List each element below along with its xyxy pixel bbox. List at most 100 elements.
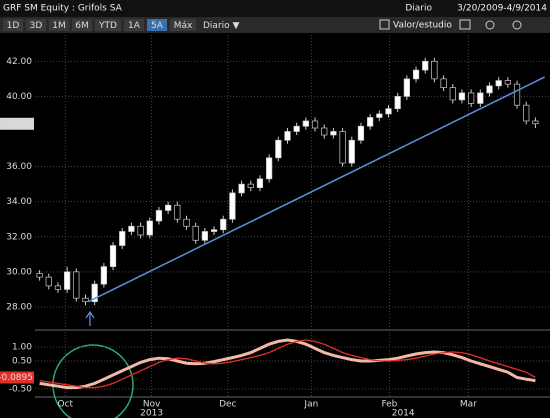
candle-body	[247, 183, 254, 188]
frequency: Diario	[405, 4, 432, 14]
candle-body	[385, 108, 392, 115]
period-select[interactable]: Diario ▼	[203, 21, 240, 31]
candle-body	[36, 273, 43, 278]
range-button-label[interactable]: YTD	[98, 21, 117, 31]
x-tick-label: Mar	[460, 400, 477, 410]
year-label: 2013	[140, 409, 163, 418]
candle-body	[321, 127, 328, 136]
candle-body	[477, 92, 484, 104]
candle-body	[302, 120, 309, 127]
candle-body	[201, 231, 208, 241]
candle-body	[238, 183, 245, 194]
candle-body	[155, 210, 163, 222]
x-tick-label: Feb	[381, 400, 397, 410]
range-button[interactable]	[170, 19, 196, 31]
range-button[interactable]	[49, 19, 69, 31]
candle-body	[293, 125, 300, 132]
candle-body	[449, 87, 456, 101]
last-price-box	[0, 117, 34, 130]
candle-body	[330, 131, 337, 136]
candle-body	[440, 78, 447, 88]
range-button[interactable]	[147, 19, 167, 31]
trend-line	[87, 76, 545, 303]
range-button-label[interactable]: 3D	[30, 21, 43, 31]
candle-body	[192, 225, 199, 241]
range-button[interactable]	[26, 19, 46, 31]
candle-body	[504, 80, 511, 85]
pointer-arrow	[85, 310, 95, 326]
candle-body	[275, 139, 282, 159]
study[interactable]: Valor/estudio	[393, 21, 452, 31]
edit-icon[interactable]	[459, 19, 471, 30]
indicator-line	[39, 339, 536, 389]
security: GRF SM Equity : Grifols SA	[3, 4, 123, 14]
year-label: 2014	[392, 409, 415, 418]
candle-body	[54, 285, 62, 290]
candle-body	[109, 245, 117, 267]
range-button[interactable]	[3, 19, 23, 31]
range-button-label[interactable]: 1A	[128, 21, 141, 31]
candle-body	[412, 69, 420, 80]
candle-body	[403, 78, 410, 97]
y-tick-label: 34.00	[6, 197, 32, 207]
candle-body	[376, 113, 383, 118]
candle-body	[229, 192, 236, 220]
range-button[interactable]	[72, 19, 92, 31]
candle-body	[357, 125, 365, 141]
range-button-label[interactable]: 1M	[52, 21, 66, 31]
candle-body	[64, 271, 71, 290]
candle-body	[146, 220, 153, 236]
candle-body	[137, 225, 144, 236]
candle-body	[431, 60, 438, 80]
candle-body	[45, 276, 52, 287]
candle-body	[100, 266, 107, 285]
settings-icon[interactable]	[512, 20, 522, 30]
candle-body	[532, 120, 539, 125]
candle-body	[73, 271, 80, 299]
candle-body	[220, 218, 227, 231]
candle-body	[210, 229, 218, 232]
y-tick-label: 0.50	[12, 357, 32, 367]
candle-body	[422, 60, 429, 71]
candle-body	[367, 117, 374, 127]
zoom-icon[interactable]	[485, 20, 495, 30]
range-button-label[interactable]: Máx	[174, 21, 193, 31]
study-icon[interactable]	[379, 19, 390, 30]
candle-body	[468, 92, 475, 104]
y-tick-label: 36.00	[6, 162, 32, 172]
candle-body	[394, 96, 401, 110]
last-value-box	[0, 371, 34, 384]
x-tick-label: Dec	[219, 400, 236, 410]
title-bar	[0, 0, 550, 17]
range: 3/20/2009-4/9/2014	[457, 4, 547, 14]
x-tick-label: Jan	[303, 400, 318, 410]
candle-body	[311, 120, 319, 129]
y-tick-label: 40.00	[6, 92, 32, 102]
candle-body	[256, 178, 264, 188]
candle-body	[348, 139, 355, 164]
candle-body	[513, 83, 521, 106]
range-button[interactable]	[124, 19, 144, 31]
candle-body	[495, 80, 502, 87]
candle-body	[91, 283, 98, 303]
candle-body	[339, 131, 346, 164]
range-button-label[interactable]: 1D	[7, 21, 20, 31]
x-tick-label: Oct	[58, 400, 74, 410]
last-value-label: -0.0895	[0, 373, 33, 383]
candle-body	[82, 297, 89, 303]
range-button[interactable]	[95, 19, 121, 31]
y-tick-label: 30.00	[6, 267, 32, 277]
range-button-label[interactable]: 6M	[75, 21, 89, 31]
x-tick-label: Nov	[143, 400, 161, 410]
candle-body	[174, 204, 181, 220]
y-tick-label: 28.00	[6, 302, 32, 312]
candle-body	[128, 225, 135, 232]
range-button-label[interactable]: 5A	[151, 21, 164, 31]
last-price-label: 38.44	[6, 119, 32, 129]
y-tick-label: 1.00	[12, 343, 32, 353]
candle-body	[284, 131, 291, 141]
candle-body	[523, 104, 530, 122]
candle-body	[486, 85, 493, 94]
candle-body	[183, 218, 190, 227]
